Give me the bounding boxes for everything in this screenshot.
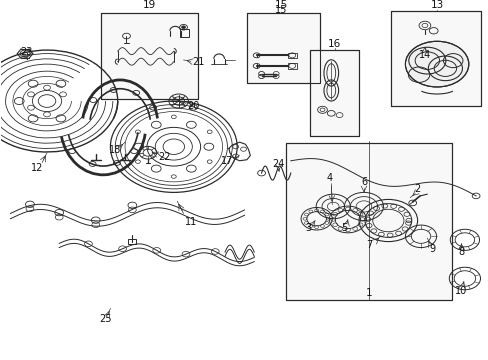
Text: 16: 16: [327, 39, 341, 49]
Bar: [288, 63, 297, 69]
Text: 19: 19: [142, 0, 156, 10]
Text: 22: 22: [158, 152, 170, 162]
Text: 15: 15: [274, 0, 287, 10]
Text: 21: 21: [192, 57, 204, 67]
Bar: [128, 239, 136, 244]
Text: 4: 4: [326, 173, 332, 183]
Bar: [310, 50, 358, 136]
Text: 13: 13: [429, 0, 443, 10]
Text: 6: 6: [360, 177, 366, 187]
Text: 11: 11: [184, 217, 197, 227]
Text: 17: 17: [221, 156, 233, 166]
Bar: [390, 12, 480, 106]
Text: 15: 15: [274, 5, 286, 15]
Text: 10: 10: [454, 286, 467, 296]
Text: 20: 20: [187, 101, 199, 111]
Circle shape: [405, 41, 468, 87]
Bar: [310, 50, 358, 136]
Bar: [180, 29, 188, 37]
Text: 8: 8: [457, 247, 464, 257]
Bar: [101, 13, 198, 99]
Text: 23: 23: [20, 47, 32, 57]
Circle shape: [181, 26, 185, 29]
Bar: [246, 13, 320, 84]
Text: 24: 24: [272, 159, 284, 169]
Text: 7: 7: [365, 240, 371, 250]
Text: 3: 3: [304, 222, 310, 233]
Bar: [246, 13, 320, 84]
Bar: [101, 13, 198, 99]
Text: 2: 2: [414, 184, 420, 194]
Bar: [285, 143, 451, 300]
Bar: [285, 143, 451, 300]
Text: 5: 5: [341, 222, 347, 233]
Text: 25: 25: [99, 314, 112, 324]
Text: 18: 18: [109, 145, 121, 155]
Text: 1: 1: [365, 288, 371, 298]
Text: 9: 9: [428, 244, 434, 253]
Bar: [390, 12, 480, 106]
Bar: [288, 53, 297, 58]
Text: 14: 14: [418, 50, 430, 60]
Text: 12: 12: [31, 163, 43, 173]
